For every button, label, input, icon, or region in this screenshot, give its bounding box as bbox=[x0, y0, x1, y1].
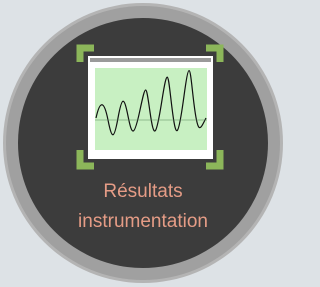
page: Résultats instrumentation (() => { const… bbox=[0, 0, 286, 287]
icon-canvas: Résultats instrumentation bbox=[0, 0, 286, 287]
thumbnail-plot-area bbox=[95, 68, 207, 150]
instrumentation-button[interactable]: Résultats instrumentation bbox=[3, 3, 283, 283]
thumbnail-title-bar bbox=[90, 58, 211, 62]
button-label: instrumentation bbox=[78, 211, 208, 232]
button-label: Résultats bbox=[103, 181, 182, 202]
chart-thumbnail bbox=[80, 48, 220, 166]
